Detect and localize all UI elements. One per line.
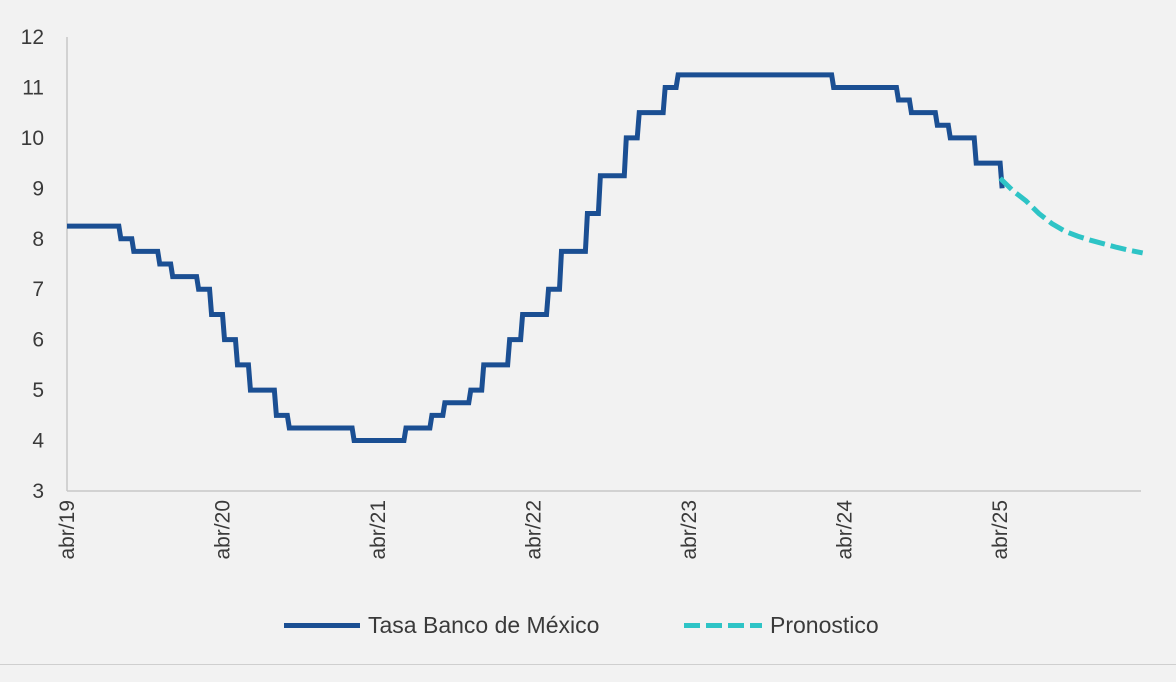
y-tick-label: 8 [32,228,44,251]
bottom-divider [0,664,1176,665]
y-axis-ticks: 3 4 5 6 7 8 9 10 11 12 [21,26,45,503]
y-tick-label: 5 [32,379,44,402]
y-tick-label: 4 [32,430,44,453]
series-line-pronostico [998,176,1144,256]
legend-swatch-dashed [684,623,762,628]
x-tick-label: abr/24 [834,500,857,560]
y-tick-label: 3 [32,480,44,503]
y-tick-label: 6 [32,329,44,352]
x-tick-label: abr/20 [212,500,235,560]
legend-item-pronostico: Pronostico [684,612,879,639]
x-axis-ticks: abr/19 abr/20 abr/21 abr/22 abr/23 abr/24 abr/… [56,500,1012,560]
y-tick-label: 7 [32,278,44,301]
legend-label-pronostico: Pronostico [770,612,879,638]
x-tick-label: abr/22 [523,500,546,560]
legend-swatch-solid [284,623,360,628]
legend-item-tasa: Tasa Banco de México [284,612,599,639]
y-tick-label: 10 [21,127,44,150]
series-line-tasa [67,72,1005,444]
x-tick-label: abr/25 [989,500,1012,560]
x-tick-label: abr/21 [367,500,390,560]
y-tick-label: 9 [32,177,44,200]
y-tick-label: 11 [22,76,44,99]
series-group [66,72,1144,444]
y-tick-label: 12 [21,26,44,49]
x-tick-label: abr/23 [678,500,701,560]
x-tick-label: abr/19 [56,500,79,560]
legend-label-tasa: Tasa Banco de México [368,612,600,638]
